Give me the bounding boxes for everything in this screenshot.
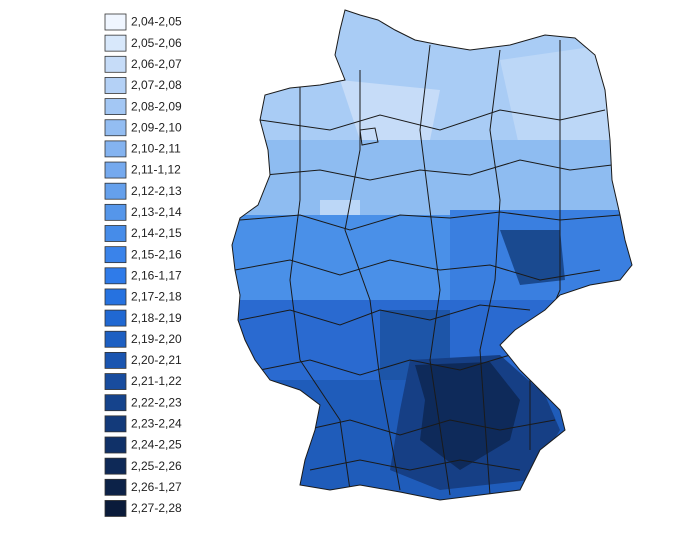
legend-label: 2,08-2,09 [131,99,182,113]
legend-label: 2,07-2,08 [131,78,182,92]
legend-label: 2,04-2,05 [131,15,182,29]
legend-swatch [104,478,127,496]
legend-label: 2,19-2,20 [131,332,182,346]
legend-label: 2,21-1,22 [131,374,182,388]
legend-label: 2,18-2,19 [131,311,182,325]
legend-swatch [104,394,127,412]
legend-label: 2,20-2,21 [131,353,182,367]
region [340,80,440,140]
legend-swatch [104,373,127,390]
legend-swatch [104,436,127,454]
legend-swatch [104,55,127,73]
legend-swatch [104,267,127,285]
legend-swatch [104,225,127,242]
legend-label: 2,26-1,27 [131,480,182,494]
legend-label: 2,27-2,28 [131,501,182,515]
legend-swatch [104,13,127,31]
legend-swatch [104,351,127,369]
legend-label: 2,09-2,10 [131,120,182,134]
legend-label: 2,15-2,16 [131,247,182,261]
legend-label: 2,24-2,25 [131,438,182,452]
legend-swatch [104,500,127,517]
legend-swatch [104,309,127,327]
legend-label: 2,11-1,12 [131,163,181,177]
legend-label: 2,16-1,17 [131,268,182,282]
legend-label: 2,05-2,06 [131,36,182,50]
legend-label: 2,06-2,07 [131,57,182,71]
legend-label: 2,25-2,26 [131,459,182,473]
legend-label: 2,23-2,24 [131,417,182,431]
region [232,215,450,305]
legend-swatch [104,34,127,52]
legend-swatch [104,161,127,179]
legend-swatch [104,140,127,158]
legend-swatch [104,330,127,348]
legend-label: 2,17-2,18 [131,290,182,304]
germany-map [232,10,632,500]
legend-swatch [104,203,127,221]
legend-label: 2,13-2,14 [131,205,182,219]
legend-swatch [104,246,127,264]
country-border [231,9,633,501]
legend-swatch [104,457,127,475]
region [415,362,520,470]
legend-swatch [104,182,127,200]
legend-label: 2,12-2,13 [131,184,182,198]
legend-label: 2,14-2,15 [131,226,182,240]
legend-label: 2,10-2,11 [131,142,181,156]
legend: 2,04-2,05 2,05-2,06 2,06-2,07 2,07-2,08 2,08… [104,13,182,517]
legend-swatch [104,415,127,433]
legend-swatch [104,77,127,94]
legend-swatch [104,119,127,137]
region [500,230,565,285]
legend-swatch [104,98,127,115]
legend-label: 2,22-2,23 [131,395,182,409]
region [232,140,632,220]
legend-swatch [104,288,127,306]
